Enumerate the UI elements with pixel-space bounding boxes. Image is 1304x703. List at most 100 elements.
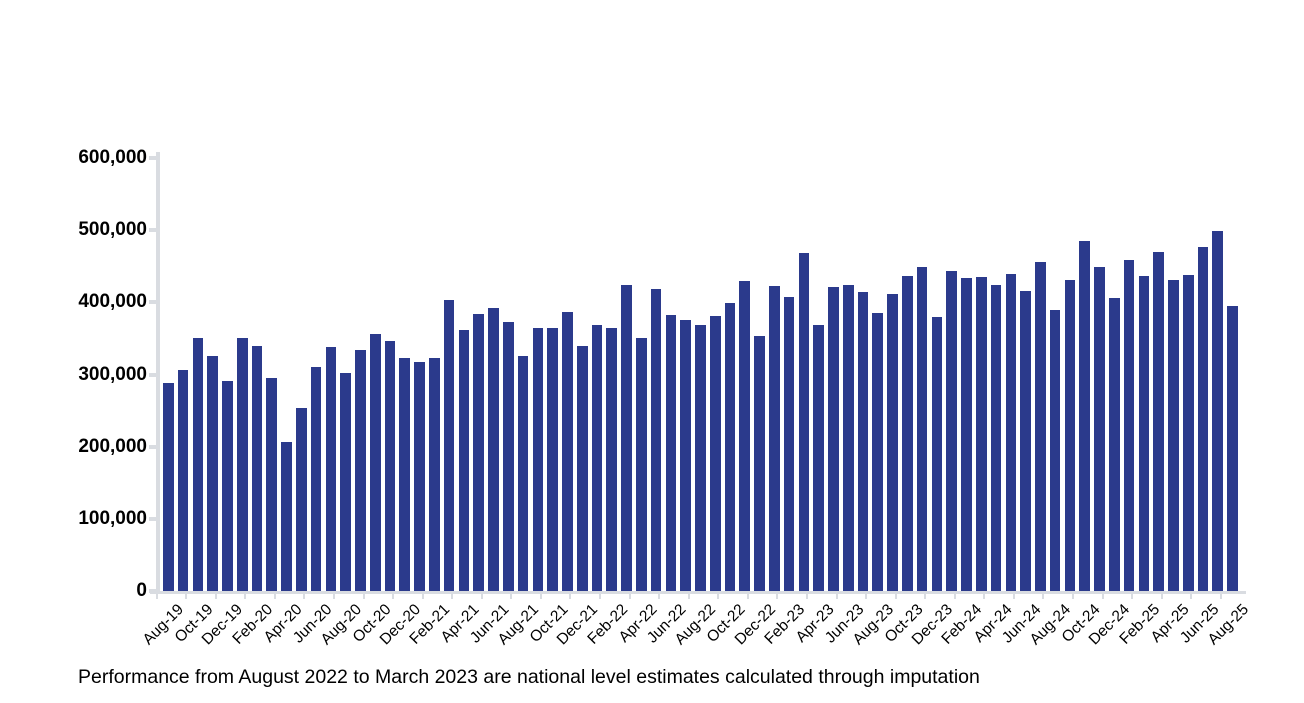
bar (562, 312, 573, 591)
x-axis-tick (599, 593, 602, 599)
x-axis-tick (776, 593, 779, 599)
y-axis-tick (149, 228, 157, 233)
bar (1168, 279, 1179, 591)
bar (1064, 279, 1076, 591)
bar (591, 324, 603, 591)
bar (946, 271, 958, 591)
x-axis-tick (421, 593, 424, 599)
bar (1138, 276, 1150, 591)
bar (754, 336, 765, 591)
bar (680, 319, 691, 591)
x-axis-tick (924, 593, 927, 599)
bar (798, 253, 810, 591)
chart-caption: Performance from August 2022 to March 20… (78, 666, 980, 688)
x-axis-tick (805, 593, 808, 599)
bar (177, 370, 189, 591)
bar (813, 325, 824, 591)
bar (207, 356, 218, 591)
x-axis-tick (1042, 593, 1045, 599)
bar (1005, 274, 1017, 591)
y-axis-tick (149, 589, 157, 593)
x-axis-tick (569, 593, 572, 599)
bar (488, 308, 499, 591)
bar (473, 313, 485, 591)
x-axis-tick (332, 593, 335, 599)
bar (635, 337, 647, 591)
bar (1020, 290, 1031, 591)
bar (222, 380, 233, 591)
bar (266, 378, 278, 591)
bar (1212, 230, 1224, 591)
x-axis-tick (658, 593, 661, 599)
x-axis-tick (155, 593, 158, 599)
y-axis-label: 500,000 (78, 219, 147, 241)
bar (414, 362, 425, 591)
x-axis-tick (1072, 593, 1075, 599)
bar (887, 294, 898, 591)
x-axis-tick (1190, 593, 1193, 599)
x-axis-tick (273, 593, 276, 599)
y-axis-label: 200,000 (78, 435, 147, 457)
bar (325, 347, 337, 591)
bar (163, 383, 174, 591)
bar (931, 317, 943, 591)
bar (828, 287, 839, 591)
bar (1197, 247, 1209, 591)
x-axis-tick (717, 593, 720, 599)
y-axis-tick (149, 516, 157, 521)
bar (872, 313, 884, 591)
y-axis-tick (149, 444, 157, 449)
bar (443, 300, 455, 591)
bar (902, 275, 913, 591)
bar (369, 334, 381, 591)
bar (1182, 274, 1194, 591)
bar (429, 357, 440, 591)
bar (857, 291, 869, 591)
bar (1049, 309, 1061, 591)
y-axis-label: 100,000 (78, 507, 147, 529)
x-axis-tick (628, 593, 631, 599)
x-axis-tick (480, 593, 483, 599)
x-axis-tick (1101, 593, 1104, 599)
bar (547, 328, 558, 591)
bar (310, 367, 322, 591)
bar (296, 408, 307, 591)
bar (769, 285, 780, 591)
bar (355, 349, 366, 591)
bar (695, 324, 706, 591)
x-axis-tick (244, 593, 247, 599)
x-axis-tick (1131, 593, 1134, 599)
x-axis-tick (1012, 593, 1015, 599)
bar (458, 329, 470, 591)
x-axis-tick (362, 593, 365, 599)
x-axis-tick (451, 593, 454, 599)
y-axis-label: 600,000 (78, 147, 147, 168)
x-axis-tick (687, 593, 690, 599)
bar (650, 289, 662, 591)
x-axis-tick (1219, 593, 1222, 599)
bar (192, 337, 204, 591)
bar (606, 327, 618, 591)
x-axis-tick (1160, 593, 1163, 599)
bar (709, 316, 721, 591)
bar (842, 285, 854, 591)
x-axis-tick (835, 593, 838, 599)
bar (621, 285, 632, 591)
bar (236, 338, 248, 591)
bar (665, 315, 677, 591)
x-axis-tick (953, 593, 956, 599)
x-axis-tick (746, 593, 749, 599)
bar (1123, 259, 1135, 591)
bar (532, 327, 544, 591)
y-axis-tick (149, 372, 157, 377)
bar (739, 280, 751, 591)
bar (576, 346, 588, 591)
bar (502, 321, 514, 591)
x-axis-tick (214, 593, 217, 599)
bar (281, 441, 292, 591)
x-axis-tick (865, 593, 868, 599)
y-axis-line (156, 152, 160, 593)
x-axis-line (150, 591, 1246, 594)
x-axis-tick (392, 593, 395, 599)
